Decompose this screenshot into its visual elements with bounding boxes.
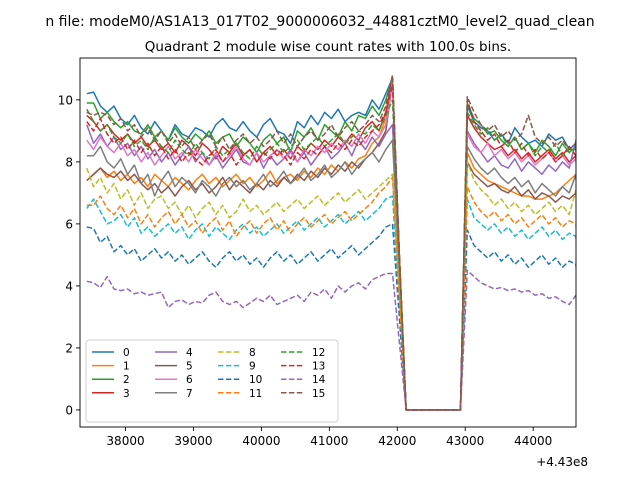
x-offset-label: +4.43e8: [536, 455, 588, 469]
y-tick-label: 4: [65, 279, 73, 293]
series-line-11: [86, 176, 576, 411]
x-tick-label: 41000: [310, 434, 348, 448]
axis-layer: 38000 39000 40000 41000 42000 43000 44000 0 2 4 6 8…: [58, 93, 553, 448]
legend-label-14: 14: [312, 374, 326, 386]
legend-label-15: 15: [312, 388, 325, 400]
y-tick-label: 0: [65, 403, 73, 417]
series-line-10: [86, 223, 576, 411]
series-line-2: [86, 77, 576, 411]
series-line-1: [86, 77, 576, 411]
y-tick-label: 6: [65, 217, 73, 231]
legend-label-7: 7: [186, 388, 193, 400]
y-tick-label: 8: [65, 155, 73, 169]
series-line-14: [86, 269, 576, 411]
plot-frame: [79, 57, 577, 428]
legend-label-10: 10: [249, 374, 262, 386]
x-tick-label: 42000: [378, 434, 416, 448]
legend-label-1: 1: [123, 361, 130, 373]
legend-label-5: 5: [186, 361, 193, 373]
legend-label-3: 3: [123, 388, 130, 400]
series-line-4: [86, 123, 576, 411]
series-line-3: [86, 77, 576, 411]
x-tick-label: 40000: [242, 434, 280, 448]
legend-label-11: 11: [249, 388, 262, 400]
legend-label-2: 2: [123, 374, 130, 386]
figure-suptitle: n file: modeM0/AS1A13_017T02_9000006032_…: [45, 14, 594, 30]
series-layer: [86, 74, 576, 411]
series-line-9: [86, 195, 576, 411]
y-tick-label: 10: [58, 93, 73, 107]
legend-label-12: 12: [312, 347, 325, 359]
legend-label-13: 13: [312, 361, 325, 373]
x-tick-label: 38000: [106, 434, 144, 448]
series-line-8: [86, 161, 576, 411]
y-tick-label: 2: [65, 341, 73, 355]
series-line-6: [86, 80, 576, 411]
series-line-13: [86, 83, 576, 411]
series-line-5: [86, 80, 576, 411]
legend-frame: [85, 339, 339, 423]
legend-label-0: 0: [123, 347, 130, 359]
x-tick-label: 43000: [446, 434, 484, 448]
legend-label-6: 6: [186, 374, 193, 386]
x-tick-label: 39000: [174, 434, 212, 448]
series-line-7: [86, 139, 576, 411]
legend-label-4: 4: [186, 347, 193, 359]
series-line-15: [86, 74, 576, 411]
legend-label-8: 8: [249, 347, 256, 359]
x-tick-label: 44000: [514, 434, 552, 448]
legend-label-9: 9: [249, 361, 256, 373]
chart-title: Quadrant 2 module wise count rates with …: [145, 39, 511, 55]
